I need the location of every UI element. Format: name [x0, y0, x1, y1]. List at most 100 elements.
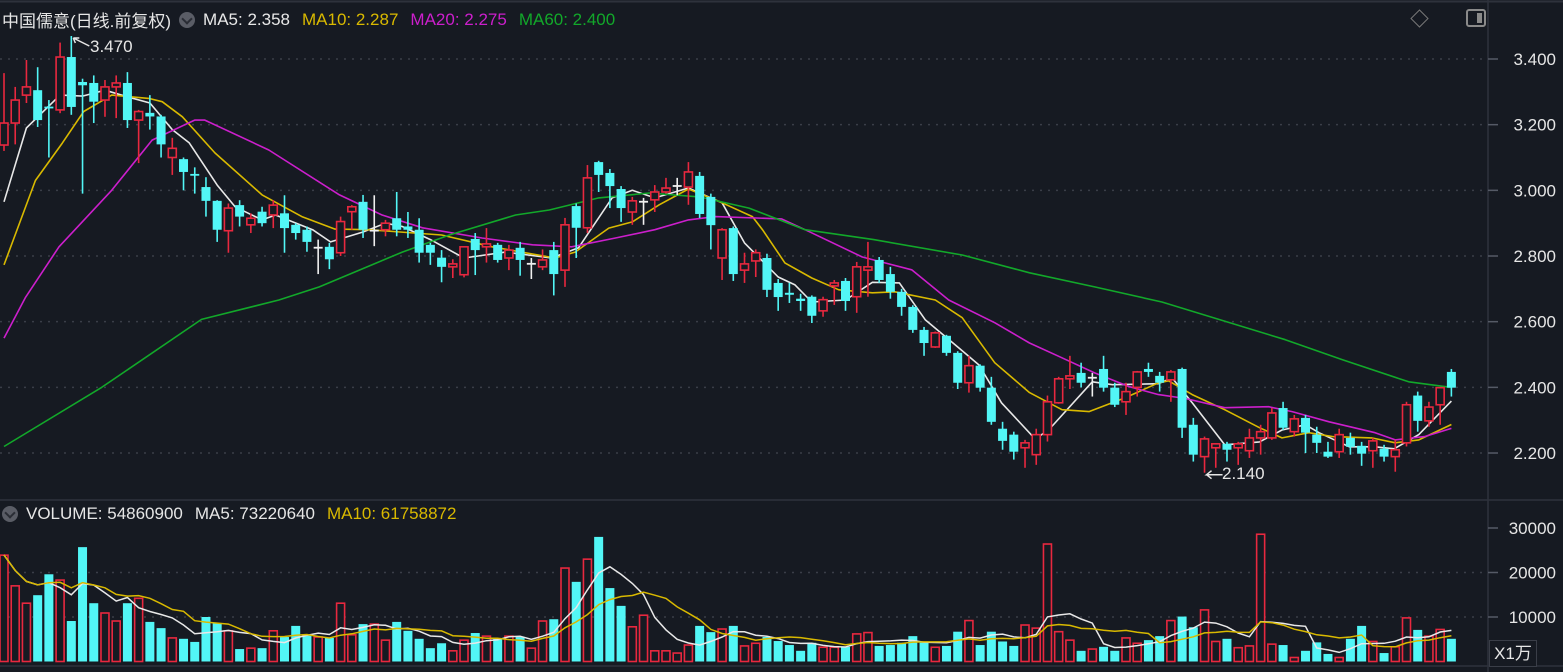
price-tick-label: 2.800 [1513, 247, 1556, 266]
volume-bar [1143, 640, 1153, 662]
candle [1379, 444, 1389, 462]
candle [201, 177, 211, 217]
candle [773, 278, 783, 311]
candle-body [998, 428, 1008, 441]
candle-body [773, 282, 783, 298]
candles [0, 36, 1456, 473]
volume-bar [380, 639, 391, 663]
candle [1289, 414, 1300, 437]
candle-body [1087, 376, 1097, 379]
candle [661, 177, 671, 194]
volume-bar [1267, 643, 1277, 663]
volume-bar [145, 621, 155, 662]
volume-bar [1132, 642, 1143, 663]
candle [739, 252, 750, 283]
collapse-chevron-icon[interactable] [2, 506, 18, 522]
volume-bar [1031, 627, 1042, 663]
volume-bar [1020, 624, 1030, 663]
candle-body [257, 211, 267, 224]
candle [358, 194, 368, 238]
candle [302, 226, 312, 252]
volume-bar [537, 620, 548, 663]
candle [594, 160, 604, 192]
candle-body [414, 229, 424, 253]
volume-bar [268, 629, 279, 663]
candle [1368, 437, 1378, 468]
candle [1166, 369, 1176, 402]
low-price-label: 2.140 [1222, 464, 1265, 483]
volume-bar [874, 645, 884, 662]
candle [605, 168, 615, 209]
candle [728, 226, 738, 281]
candle [1110, 382, 1120, 408]
candle-body [560, 224, 570, 271]
candle-body [167, 147, 178, 159]
candle [1255, 424, 1266, 455]
candle-body [1020, 442, 1030, 449]
volume-unit-button[interactable]: X1万 [1489, 640, 1537, 667]
price-tick-label: 2.400 [1513, 378, 1556, 397]
candle-body [1199, 438, 1210, 458]
volume-bar [1446, 638, 1456, 662]
candle [829, 279, 840, 305]
candle-body [627, 200, 638, 213]
volume-bar [1368, 640, 1378, 663]
candle-body [1132, 371, 1143, 389]
candle [369, 195, 379, 247]
candle-body [403, 226, 413, 230]
candle-body [1155, 375, 1165, 383]
candle-body [1413, 395, 1423, 421]
candle [1031, 428, 1042, 465]
price-tick-label: 3.400 [1513, 50, 1556, 69]
candle [100, 80, 110, 117]
volume-bar [750, 642, 761, 663]
volume-ma10-line [3, 554, 1452, 648]
candle-body [481, 243, 492, 248]
volume-bar [941, 645, 951, 662]
gridlines [0, 58, 1498, 618]
candle-body [459, 246, 469, 276]
volume-tick-label: 10000 [1509, 608, 1556, 627]
candle-body [1390, 448, 1401, 458]
volume-bar [796, 650, 806, 662]
volume-bar [549, 619, 559, 662]
y-axis-labels: 3.400 3.200 3.000 2.800 2.600 2.400 2.200 30000… [1509, 50, 1556, 627]
candle-body [1166, 371, 1176, 381]
candle [885, 266, 895, 299]
volume-bar [1042, 543, 1053, 663]
candle-body [78, 81, 88, 86]
candle-body [504, 249, 514, 259]
collapse-chevron-icon[interactable] [179, 11, 196, 28]
volume-bar [784, 645, 794, 662]
candle-body [964, 364, 974, 384]
candle [481, 228, 492, 263]
candle [179, 157, 189, 191]
candle-body [111, 82, 121, 88]
candle [66, 36, 76, 115]
panel-toggle-icon[interactable] [1466, 9, 1486, 27]
candle [268, 200, 279, 229]
volume-bar [358, 624, 368, 662]
candle [930, 331, 941, 348]
candle-body [1188, 424, 1198, 455]
candle [807, 295, 817, 323]
volume-bar [998, 641, 1008, 662]
candle-body [223, 207, 234, 232]
candle [33, 67, 43, 127]
high-arrow-icon [72, 37, 90, 47]
candle-body [1312, 434, 1322, 443]
volume-bar [649, 650, 660, 663]
candle [10, 86, 21, 145]
candle-body [897, 291, 907, 307]
candle [986, 376, 996, 425]
volume-bar [403, 630, 413, 662]
volume-bar [78, 547, 88, 662]
candle-body [190, 173, 200, 176]
volume-bar [335, 602, 346, 663]
candle-body [280, 213, 289, 229]
volume-bar [437, 643, 447, 662]
candle-body [1031, 433, 1042, 456]
candle [0, 73, 9, 151]
